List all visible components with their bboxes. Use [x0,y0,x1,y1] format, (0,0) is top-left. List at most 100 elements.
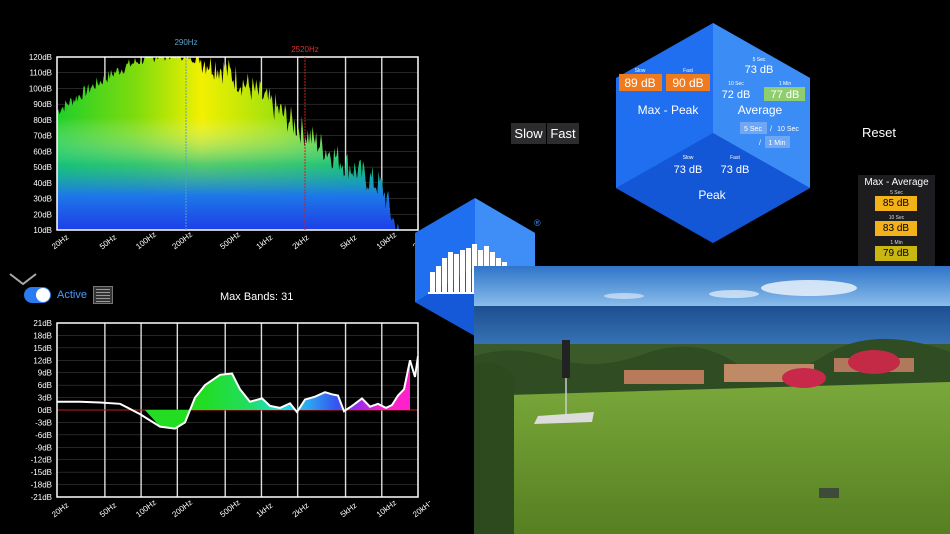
eq-y-tick: -12dB [31,456,52,465]
eq-y-tick: 12dB [33,356,52,365]
meter-hexagon: Slow Fast 89 dB 90 dB Max - Peak 5 Sec 7… [616,23,810,243]
eq-y-tick: -15dB [31,468,52,477]
peak-fast-value: 73 dB [721,164,750,176]
spec-x-tick: 5kHz [339,233,359,250]
max-average-10sec-caption: 10 Sec [888,215,905,221]
peak-title: Peak [698,188,726,202]
eq-y-tick: -18dB [31,481,52,490]
active-label: Active [57,289,87,301]
max-peak-fast-value: 90 dB [672,76,703,90]
chevron-down-icon[interactable] [8,272,38,286]
eq-x-tick: 2kHz [291,501,311,519]
eq-y-tick: -3dB [35,418,52,427]
average-sep-2: / [759,140,761,147]
average-10sec-button[interactable] [774,122,802,134]
max-peak-slow-badge [619,74,662,91]
spec-x-tick: 200Hz [170,230,194,250]
camera-photo [474,266,950,534]
grid-icon[interactable] [93,286,113,304]
eq-x-tick: 50Hz [98,501,118,520]
toggle-knob [36,288,50,302]
average-left-caption: 10 Sec [728,81,744,87]
eq-chart: 21dB 18dB 15dB 12dB 9dB 6dB 3dB 0dB -3dB -6dB -9dB… [31,319,430,520]
average-right-value: 77 dB [771,89,800,101]
spec-y-tick: 100dB [29,84,52,93]
peak-slow-value: 73 dB [674,164,703,176]
spec-x-tick: 100Hz [134,230,158,250]
spec-y-tick: 60dB [33,147,52,156]
max-average-title: Max - Average [864,177,929,188]
average-5sec-label: 5 Sec [744,126,762,133]
eq-y-tick: -21dB [31,493,52,502]
eq-y-tick: 21dB [33,319,52,328]
slow-button[interactable]: Slow [511,123,546,144]
average-top-value: 73 dB [745,64,774,76]
eq-y-tick: -6dB [35,431,52,440]
fast-button[interactable]: Fast [547,123,579,144]
average-1min-label: 1 Min [768,140,785,147]
max-average-1min-caption: 1 Min [890,240,903,246]
max-peak-slow-value: 89 dB [624,76,655,90]
marker-label-blue: 290Hz [174,38,197,47]
eq-x-tick: 20kHz [411,498,430,519]
eq-y-tick: 18dB [33,331,52,340]
max-peak-title: Max - Peak [638,103,700,117]
eq-x-tick: 500Hz [218,498,242,519]
max-peak-fast-caption: Fast [683,68,693,74]
spec-y-tick: 110dB [29,69,52,78]
spec-x-tick: 50Hz [98,233,118,250]
average-right-badge [764,87,805,101]
spec-x-tick: 20Hz [50,233,70,250]
eq-x-tick: 5kHz [339,501,359,519]
eq-x-tick: 1kHz [255,501,275,519]
marker-label-red: 2520Hz [291,45,319,54]
max-average-panel: Max - Average 5 Sec 85 dB 10 Sec 83 dB 1… [858,175,935,267]
average-5sec-button[interactable] [740,122,767,134]
eq-y-tick: -9dB [35,443,52,452]
spec-x-tick: 2kHz [291,233,311,250]
spectrum-area-shade [57,57,418,230]
spectrum-chart: 290Hz 2520Hz 120dB 110dB 100dB 90dB 80dB 70dB… [29,38,430,250]
average-10sec-label: 10 Sec [777,126,799,133]
eq-y-tick: 6dB [38,381,52,390]
spec-y-tick: 90dB [33,100,52,109]
eq-x-tick: 10kHz [375,498,398,519]
average-left-value: 72 dB [722,89,751,101]
eq-y-tick: 3dB [38,394,52,403]
spec-y-tick: 70dB [33,132,52,141]
registered-mark: ® [534,218,541,228]
average-title: Average [738,103,783,117]
eq-curve [57,355,418,430]
eq-x-tick: 20Hz [50,501,70,520]
max-average-5sec-caption: 5 Sec [890,190,903,196]
reset-button[interactable]: Reset [862,125,896,140]
average-1min-button[interactable] [765,136,790,148]
eq-x-tick: 100Hz [134,498,158,519]
active-toggle[interactable] [24,287,51,303]
spec-y-tick: 10dB [33,226,52,235]
spec-y-tick: 80dB [33,116,52,125]
peak-fast-caption: Fast [730,155,740,161]
spec-x-tick: 1kHz [255,233,275,250]
peak-slow-caption: Slow [683,155,694,161]
max-average-1min-value: 79 dB [875,246,917,261]
average-top-caption: 5 Sec [753,57,766,63]
spec-x-tick: 500Hz [218,230,242,250]
spec-y-tick: 40dB [33,179,52,188]
spec-x-tick: 10kHz [375,230,398,250]
spec-y-tick: 50dB [33,163,52,172]
spec-y-tick: 30dB [33,195,52,204]
eq-y-tick: 0dB [38,406,52,415]
max-peak-fast-badge [666,74,710,91]
max-bands-label: Max Bands: 31 [220,291,294,303]
eq-y-tick: 15dB [33,344,52,353]
average-sep-1: / [770,126,772,133]
eq-y-tick: 9dB [38,369,52,378]
max-average-10sec-value: 83 dB [875,221,917,236]
eq-x-tick: 200Hz [170,498,194,519]
spec-y-tick: 120dB [29,53,52,62]
average-right-caption: 1 Min [779,81,791,87]
spec-y-tick: 20dB [33,210,52,219]
max-average-5sec-value: 85 dB [875,196,917,211]
max-peak-slow-caption: Slow [635,68,646,74]
